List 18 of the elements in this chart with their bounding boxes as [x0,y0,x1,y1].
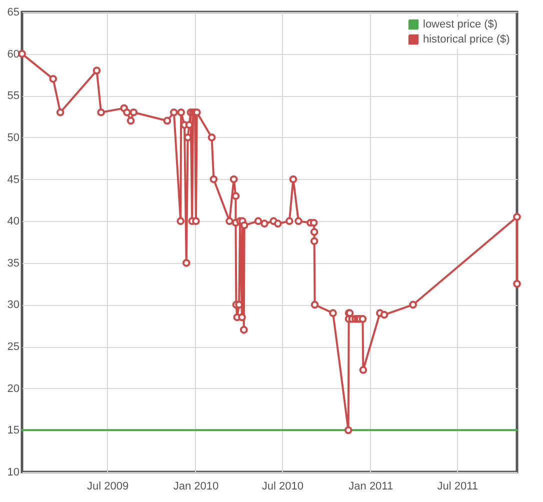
y-tick-label: 65 [7,6,20,18]
y-tick-label: 40 [7,216,20,228]
x-tick-label: Jul 2009 [87,480,129,492]
y-tick-label: 30 [7,299,20,312]
y-tick-label: 55 [7,90,20,102]
legend-label: historical price ($) [423,34,510,46]
y-tick-label: 50 [7,132,20,144]
x-tick-label: Jan 2010 [173,480,219,492]
y-tick-label: 45 [7,174,20,186]
y-tick-label: 20 [7,382,20,395]
y-tick-label: 35 [7,257,20,270]
y-tick-label: 25 [7,341,20,354]
x-tick-label: Jul 2010 [262,480,304,492]
y-tick-label: 10 [7,466,20,478]
x-tick-label: Jul 2011 [437,480,478,492]
x-tick-label: Jan 2011 [348,480,394,492]
legend-label: lowest price ($) [423,18,498,30]
y-tick-label: 15 [7,424,20,437]
